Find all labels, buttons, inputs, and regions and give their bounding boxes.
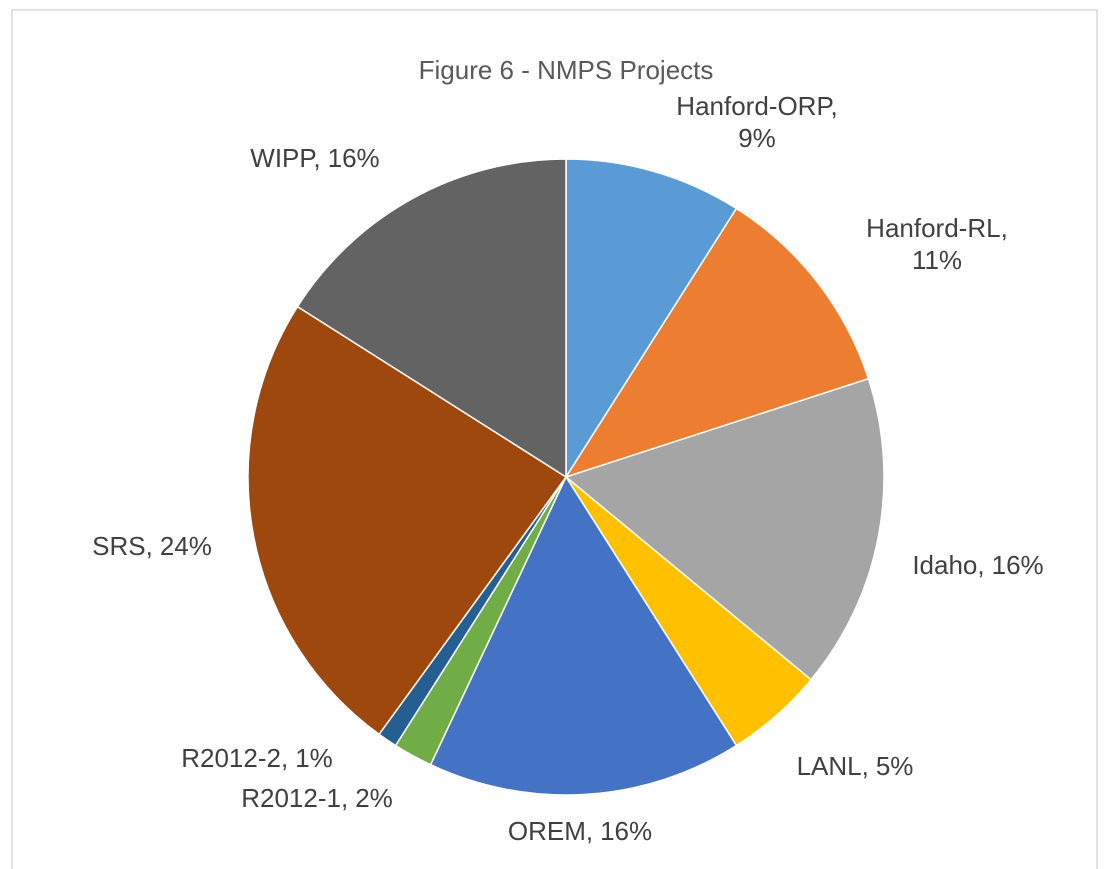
label-category: R2012-2 <box>181 743 281 773</box>
pie-slice <box>565 158 738 480</box>
label-category: Hanford-ORP <box>676 91 832 121</box>
label-separator: , <box>977 550 984 580</box>
label-value: 5% <box>876 751 914 781</box>
data-label: Hanford-RL, 11% <box>866 213 1008 275</box>
label-value: 16% <box>600 816 652 846</box>
label-value: 2% <box>355 783 393 813</box>
data-label: WIPP, 16% <box>250 143 379 173</box>
label-separator: , <box>862 751 869 781</box>
data-label: Hanford-ORP, 9% <box>676 91 837 153</box>
pie-slice <box>564 377 885 681</box>
label-separator: , <box>830 91 837 121</box>
label-separator: , <box>586 816 593 846</box>
label-separator: , <box>281 743 288 773</box>
pie-slice <box>564 207 870 479</box>
data-label: R2012-2, 1% <box>181 743 333 773</box>
pie-slice <box>429 475 738 796</box>
label-separator: , <box>1001 213 1008 243</box>
label-category: WIPP <box>250 143 315 173</box>
label-separator: , <box>341 783 348 813</box>
data-label: Idaho, 16% <box>912 550 1043 580</box>
label-separator: , <box>146 531 153 561</box>
data-label: SRS, 24% <box>92 531 212 561</box>
label-category: Idaho <box>912 550 977 580</box>
label-value: 24% <box>160 531 212 561</box>
label-value: 16% <box>992 550 1044 580</box>
label-category: LANL <box>797 751 862 781</box>
label-category: SRS <box>92 531 145 561</box>
label-value: 1% <box>295 743 333 773</box>
label-value: 11% <box>912 245 962 275</box>
label-category: R2012-1 <box>241 783 341 813</box>
chart-title: Figure 6 - NMPS Projects <box>419 55 714 85</box>
data-label: R2012-1, 2% <box>241 783 393 813</box>
pie-slice <box>296 158 567 479</box>
label-value: 9% <box>738 123 776 153</box>
data-label: LANL, 5% <box>797 751 914 781</box>
label-category: OREM <box>508 816 586 846</box>
label-separator: , <box>313 143 320 173</box>
pie-slice <box>247 305 568 736</box>
data-label: OREM, 16% <box>508 816 652 846</box>
label-value: 16% <box>328 143 380 173</box>
label-category: Hanford-RL <box>866 213 1000 243</box>
